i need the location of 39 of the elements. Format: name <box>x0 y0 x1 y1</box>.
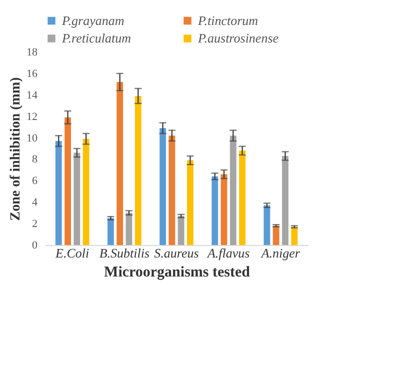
bar <box>64 117 71 245</box>
y-tick-label: 16 <box>26 68 38 80</box>
y-tick-label: 12 <box>26 110 38 123</box>
bar <box>212 176 218 245</box>
y-tick-label: 14 <box>26 89 38 102</box>
x-tick-label: S.aureus <box>154 246 199 260</box>
bar <box>239 150 246 245</box>
x-tick-label: B.Subtilis <box>99 246 150 260</box>
bar <box>272 226 280 245</box>
legend-label: P.reticulatum <box>61 30 131 46</box>
bar <box>116 82 124 245</box>
y-tick-label: 18 <box>26 46 38 58</box>
bar <box>160 128 166 245</box>
bar <box>187 160 194 245</box>
y-tick-label: 2 <box>32 218 38 230</box>
x-tick-label: A.niger <box>260 246 301 260</box>
x-tick-label: E.Coli <box>54 246 90 260</box>
bar <box>126 212 132 245</box>
bar <box>82 138 90 245</box>
bar <box>230 136 236 245</box>
legend-label: P.austrosinense <box>197 30 279 46</box>
bar <box>168 136 176 245</box>
y-axis-title: Zone of inhibition (mm) <box>8 76 24 221</box>
bar <box>55 140 62 245</box>
y-tick-label: 8 <box>32 154 38 166</box>
bar <box>134 96 142 245</box>
x-tick-label: A.flavus <box>206 246 250 260</box>
bar <box>107 218 114 245</box>
y-tick-label: 10 <box>26 132 38 144</box>
y-tick-label: 4 <box>32 196 38 209</box>
x-axis-title: Microorganisms tested <box>104 264 251 280</box>
legend-label: P.grayanam <box>61 12 124 28</box>
bar <box>282 156 288 245</box>
y-tick-label: 0 <box>32 240 38 252</box>
bar <box>264 205 270 245</box>
bar <box>74 152 80 245</box>
legend-label: P.tinctorum <box>197 12 258 28</box>
y-tick-label: 6 <box>32 175 38 188</box>
bar <box>220 174 228 245</box>
